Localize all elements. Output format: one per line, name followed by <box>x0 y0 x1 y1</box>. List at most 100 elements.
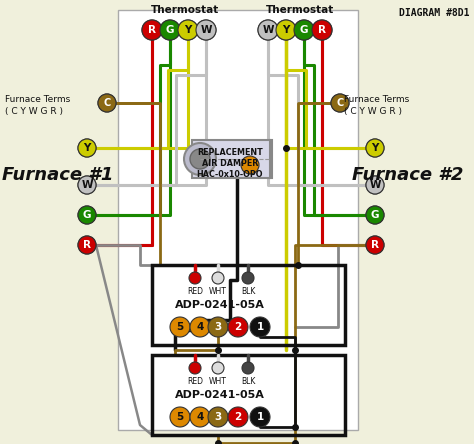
Text: W: W <box>200 25 212 35</box>
Circle shape <box>366 236 384 254</box>
Text: 4: 4 <box>196 412 204 422</box>
Circle shape <box>212 272 224 284</box>
Text: W: W <box>81 180 93 190</box>
Circle shape <box>366 236 384 254</box>
Circle shape <box>142 20 162 40</box>
Text: DIAGRAM #8D1: DIAGRAM #8D1 <box>400 8 470 18</box>
Text: Furnace Terms
( C Y W G R ): Furnace Terms ( C Y W G R ) <box>344 95 409 116</box>
Text: 3: 3 <box>214 322 222 332</box>
Text: 3: 3 <box>214 412 222 422</box>
Text: Thermostat: Thermostat <box>266 5 334 15</box>
Circle shape <box>312 20 332 40</box>
Circle shape <box>78 176 96 194</box>
Text: ADP-0241-05A: ADP-0241-05A <box>175 390 265 400</box>
Text: ADP-0241-05A: ADP-0241-05A <box>175 300 265 310</box>
Circle shape <box>366 139 384 157</box>
Text: Y: Y <box>83 143 91 153</box>
Text: R: R <box>83 240 91 250</box>
Circle shape <box>366 176 384 194</box>
Text: REPLACEMENT
AIR DAMPER
HAC-0x10-OPO: REPLACEMENT AIR DAMPER HAC-0x10-OPO <box>197 148 263 179</box>
Circle shape <box>170 407 190 427</box>
Text: G: G <box>300 25 308 35</box>
Text: G: G <box>83 210 91 220</box>
Text: RED: RED <box>187 377 203 386</box>
Text: RED: RED <box>187 287 203 296</box>
Text: R: R <box>148 25 156 35</box>
Text: C: C <box>337 98 344 108</box>
Bar <box>118 10 358 430</box>
Circle shape <box>242 362 254 374</box>
Text: Y: Y <box>83 143 91 153</box>
Text: G: G <box>371 210 379 220</box>
Text: Furnace #1: Furnace #1 <box>2 166 113 184</box>
Circle shape <box>242 272 254 284</box>
Text: Y: Y <box>283 25 290 35</box>
Circle shape <box>78 206 96 224</box>
Text: R: R <box>83 240 91 250</box>
Circle shape <box>190 407 210 427</box>
Text: G: G <box>83 210 91 220</box>
Text: WHT: WHT <box>209 287 227 296</box>
Circle shape <box>78 139 96 157</box>
Text: BLK: BLK <box>241 377 255 386</box>
Text: 2: 2 <box>234 322 242 332</box>
Text: Furnace Terms
( C Y W G R ): Furnace Terms ( C Y W G R ) <box>5 95 70 116</box>
Text: G: G <box>300 25 308 35</box>
Circle shape <box>78 236 96 254</box>
Circle shape <box>190 317 210 337</box>
Circle shape <box>78 206 96 224</box>
Text: 1: 1 <box>256 412 264 422</box>
Bar <box>192 140 272 178</box>
Circle shape <box>78 176 96 194</box>
Text: C: C <box>103 98 110 108</box>
Circle shape <box>258 20 278 40</box>
Text: Y: Y <box>184 25 191 35</box>
Text: Y: Y <box>184 25 191 35</box>
Circle shape <box>196 20 216 40</box>
Circle shape <box>366 206 384 224</box>
Text: 2: 2 <box>234 412 242 422</box>
Text: W: W <box>369 180 381 190</box>
Circle shape <box>331 94 349 112</box>
Circle shape <box>258 20 278 40</box>
Bar <box>152 265 345 345</box>
Text: 4: 4 <box>196 322 204 332</box>
Circle shape <box>98 94 116 112</box>
Text: 1: 1 <box>256 322 264 332</box>
Circle shape <box>208 407 228 427</box>
Circle shape <box>189 362 201 374</box>
Circle shape <box>294 20 314 40</box>
Text: W: W <box>200 25 212 35</box>
Circle shape <box>190 149 210 169</box>
Circle shape <box>228 317 248 337</box>
Circle shape <box>331 94 349 112</box>
Text: G: G <box>166 25 174 35</box>
Text: 5: 5 <box>176 322 183 332</box>
Bar <box>152 355 345 435</box>
Circle shape <box>241 156 259 174</box>
Circle shape <box>178 20 198 40</box>
Circle shape <box>366 206 384 224</box>
Text: BLK: BLK <box>241 287 255 296</box>
Text: Y: Y <box>371 143 379 153</box>
Circle shape <box>366 176 384 194</box>
Text: R: R <box>148 25 156 35</box>
Circle shape <box>276 20 296 40</box>
Circle shape <box>184 143 216 175</box>
Circle shape <box>276 20 296 40</box>
Circle shape <box>78 236 96 254</box>
Circle shape <box>98 94 116 112</box>
Text: R: R <box>371 240 379 250</box>
Text: W: W <box>262 25 274 35</box>
Text: WHT: WHT <box>209 377 227 386</box>
Circle shape <box>142 20 162 40</box>
Text: G: G <box>371 210 379 220</box>
Text: Furnace #2: Furnace #2 <box>352 166 464 184</box>
Circle shape <box>160 20 180 40</box>
Text: C: C <box>337 98 344 108</box>
Circle shape <box>212 362 224 374</box>
Circle shape <box>250 407 270 427</box>
Circle shape <box>189 272 201 284</box>
Text: Y: Y <box>283 25 290 35</box>
Text: R: R <box>371 240 379 250</box>
